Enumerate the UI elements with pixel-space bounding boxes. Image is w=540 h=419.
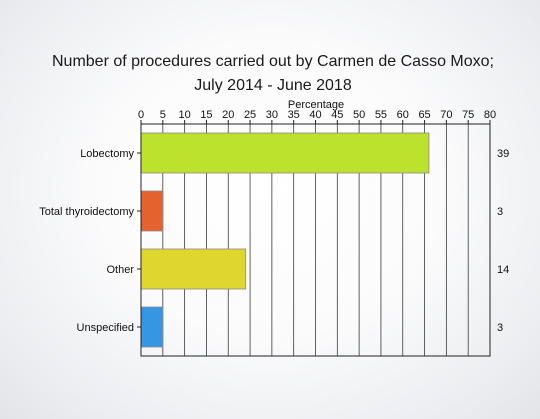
category-label: Lobectomy <box>80 148 134 160</box>
bar <box>140 132 430 174</box>
tick-label: 15 <box>200 109 212 121</box>
category-labels: Lobectomy Total thyroidectomy Other Unspeci… <box>39 148 141 334</box>
bar <box>140 190 164 232</box>
count-label: 3 <box>497 206 503 218</box>
tick-label: 60 <box>397 109 409 121</box>
tick-label: 65 <box>418 109 430 121</box>
count-label: 3 <box>497 322 503 334</box>
tick-label: 0 <box>138 109 144 121</box>
tick-label: 30 <box>266 109 278 121</box>
count-labels: 39 3 14 3 <box>497 148 509 334</box>
tick-label: 10 <box>179 109 191 121</box>
category-label: Unspecified <box>77 322 134 334</box>
count-label: 14 <box>497 264 509 276</box>
tick-label: 35 <box>288 109 300 121</box>
count-label: 39 <box>497 148 509 160</box>
tick-label: 20 <box>222 109 234 121</box>
chart-title-line-1: Number of procedures carried out by Carm… <box>52 53 494 70</box>
tick-label: 45 <box>331 109 343 121</box>
tick-label: 25 <box>244 109 256 121</box>
plot-frame <box>140 123 491 357</box>
tick-label: 75 <box>462 109 474 121</box>
tick-label: 55 <box>375 109 387 121</box>
category-label: Other <box>106 264 134 276</box>
tick-label: 50 <box>353 109 365 121</box>
tick-label: 40 <box>309 109 321 121</box>
category-label: Total thyroidectomy <box>39 206 134 218</box>
tick-label: 80 <box>484 109 496 121</box>
x-axis-ticks: 0 5 10 15 20 25 30 35 40 45 50 55 60 65 70 75 80 <box>138 109 496 124</box>
tick-label: 70 <box>440 109 452 121</box>
bar <box>140 248 247 290</box>
tick-label: 5 <box>160 109 166 121</box>
bar <box>140 306 164 348</box>
x-axis-title: Percentage <box>288 99 344 111</box>
bars <box>140 132 430 348</box>
chart-title-line-2: July 2014 - June 2018 <box>194 77 352 94</box>
